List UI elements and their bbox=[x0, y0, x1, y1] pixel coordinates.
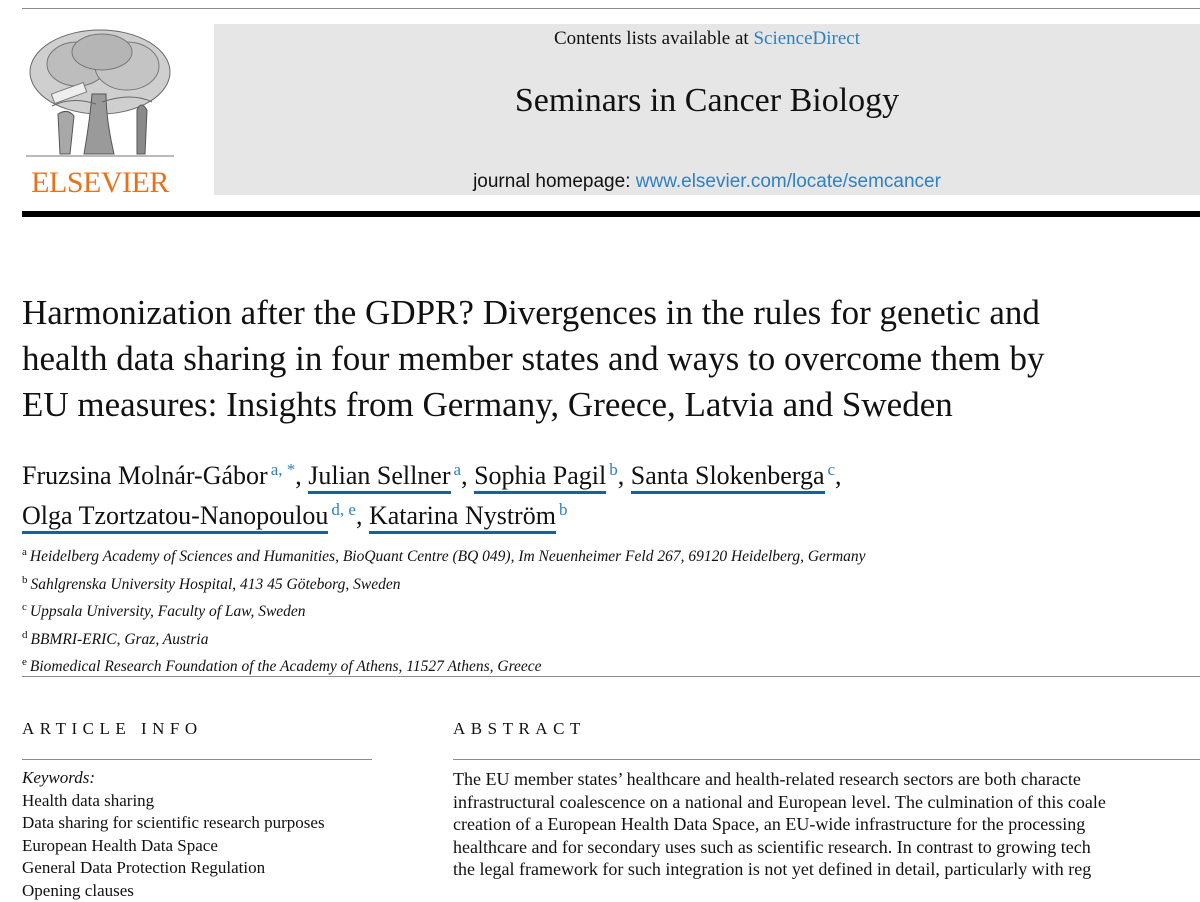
affiliation-key: d bbox=[22, 629, 28, 641]
title-line: health data sharing in four member state… bbox=[22, 336, 1200, 382]
author-affiliation-marker[interactable]: d, e bbox=[331, 500, 356, 519]
abstract-body: The EU member states’ healthcare and hea… bbox=[453, 768, 1200, 881]
affiliation-key: a bbox=[22, 546, 27, 558]
header-rule bbox=[22, 211, 1200, 217]
homepage-line: journal homepage: www.elsevier.com/locat… bbox=[214, 171, 1200, 193]
author-name[interactable]: Fruzsina Molnár-Gábor bbox=[22, 461, 268, 490]
author-affiliation-marker[interactable]: b bbox=[609, 460, 618, 479]
article-title: Harmonization after the GDPR? Divergence… bbox=[22, 290, 1200, 428]
publisher-name: ELSEVIER bbox=[22, 166, 178, 200]
author-separator: , bbox=[356, 501, 363, 530]
affiliation-key: b bbox=[22, 574, 28, 586]
keyword-item[interactable]: General Data Protection Regulation bbox=[22, 857, 325, 880]
abstract-line: infrastructural coalescence on a nationa… bbox=[453, 791, 1200, 814]
homepage-link[interactable]: www.elsevier.com/locate/semcancer bbox=[636, 171, 941, 192]
keyword-item[interactable]: European Health Data Space bbox=[22, 835, 325, 858]
author-affiliation-marker[interactable]: b bbox=[559, 500, 568, 519]
author-affiliation-marker[interactable]: a, * bbox=[271, 460, 296, 479]
author-name[interactable]: Julian Sellner bbox=[308, 461, 450, 494]
contents-prefix: Contents lists available at bbox=[554, 28, 749, 49]
abstract-line: creation of a European Health Data Space… bbox=[453, 813, 1200, 836]
title-line: Harmonization after the GDPR? Divergence… bbox=[22, 290, 1200, 336]
title-line: EU measures: Insights from Germany, Gree… bbox=[22, 382, 1200, 428]
keyword-item[interactable]: Health data sharing bbox=[22, 790, 325, 813]
author-name[interactable]: Katarina Nyström bbox=[369, 501, 556, 534]
keywords-label: Keywords: bbox=[22, 767, 325, 790]
author-name[interactable]: Sophia Pagil bbox=[474, 461, 606, 494]
affiliation-text: Sahlgrenska University Hospital, 413 45 … bbox=[31, 576, 401, 593]
abstract-line: The EU member states’ healthcare and hea… bbox=[453, 768, 1200, 791]
journal-title[interactable]: Seminars in Cancer Biology bbox=[214, 82, 1200, 120]
affiliation-text: Uppsala University, Faculty of Law, Swed… bbox=[30, 603, 306, 620]
affiliation-key: e bbox=[22, 656, 27, 668]
article-info-rule bbox=[22, 759, 372, 760]
top-rule bbox=[22, 8, 1200, 9]
author-name[interactable]: Olga Tzortzatou-Nanopoulou bbox=[22, 501, 328, 534]
abstract-heading: ABSTRACT bbox=[453, 719, 586, 739]
author-separator: , bbox=[295, 461, 302, 490]
author-name[interactable]: Santa Slokenberga bbox=[631, 461, 825, 494]
abstract-rule bbox=[453, 759, 1200, 760]
journal-banner: Contents lists available at ScienceDirec… bbox=[214, 24, 1200, 195]
keywords-list: Keywords: Health data sharing Data shari… bbox=[22, 767, 325, 902]
publisher-logo[interactable]: ELSEVIER bbox=[22, 24, 178, 198]
author-separator: , bbox=[618, 461, 625, 490]
affiliation-text: BBMRI-ERIC, Graz, Austria bbox=[31, 631, 209, 648]
tree-icon bbox=[22, 24, 178, 164]
affiliation-text: Biomedical Research Foundation of the Ac… bbox=[30, 658, 542, 675]
abstract-line: healthcare and for secondary uses such a… bbox=[453, 836, 1200, 859]
sciencedirect-link[interactable]: ScienceDirect bbox=[753, 28, 860, 49]
keyword-item[interactable]: Data sharing for scientific research pur… bbox=[22, 812, 325, 835]
affiliation-key: c bbox=[22, 601, 27, 613]
abstract-line: the legal framework for such integration… bbox=[453, 858, 1200, 881]
article-info-heading: ARTICLE INFO bbox=[22, 719, 203, 739]
author-affiliation-marker[interactable]: c bbox=[828, 460, 836, 479]
author-affiliation-marker[interactable]: a bbox=[454, 460, 462, 479]
keyword-item[interactable]: Opening clauses bbox=[22, 880, 325, 902]
author-separator: , bbox=[835, 461, 842, 490]
homepage-prefix: journal homepage: bbox=[473, 171, 630, 192]
affiliation-text: Heidelberg Academy of Sciences and Human… bbox=[30, 548, 866, 565]
author-separator: , bbox=[461, 461, 468, 490]
contents-line: Contents lists available at ScienceDirec… bbox=[214, 28, 1200, 50]
section-rule bbox=[22, 676, 1200, 677]
